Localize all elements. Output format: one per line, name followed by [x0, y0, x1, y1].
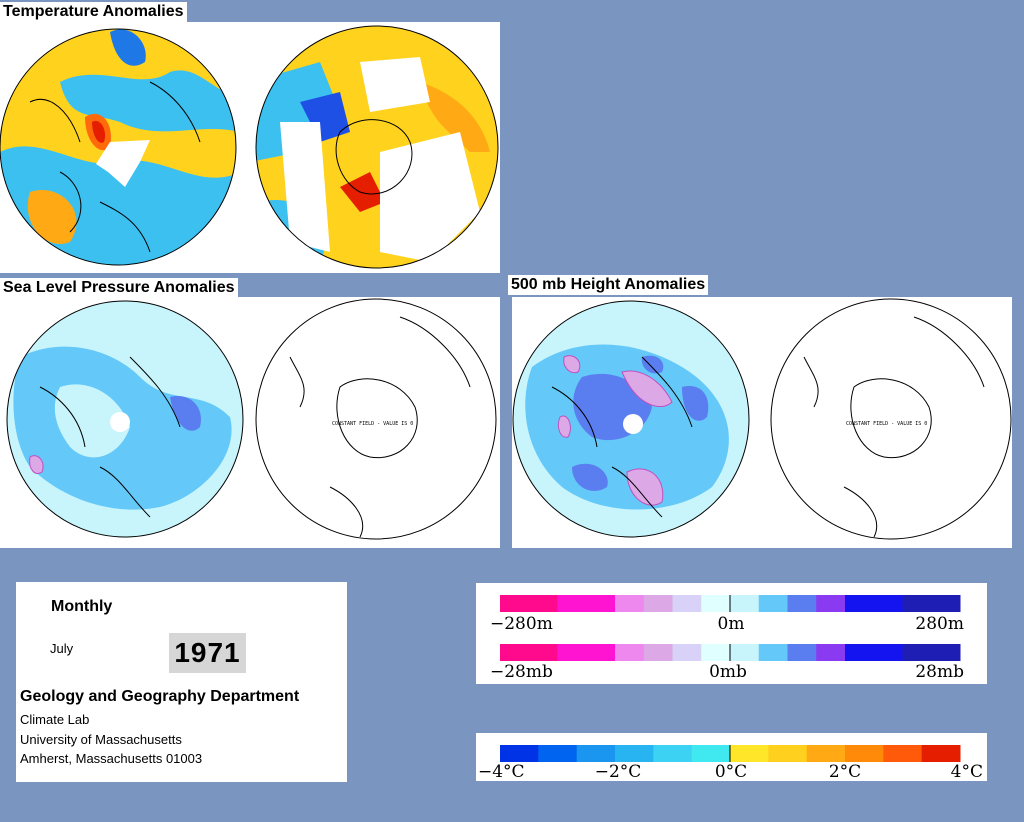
period-label: Monthly: [51, 598, 113, 615]
pressure-swatch: [758, 644, 788, 661]
pressure-swatch: [528, 644, 558, 661]
height-swatch: [845, 595, 875, 612]
temperature-label-2: 0°C: [715, 762, 747, 781]
height500-panel: CONSTANT FIELD - VALUE IS 0: [512, 297, 1012, 548]
height-swatch: [528, 595, 558, 612]
pressure-label-zero: 0mb: [709, 662, 747, 682]
temperature-panel: [0, 22, 500, 273]
pressure-swatch: [873, 644, 903, 661]
temperature-legend: −4°C −2°C 0°C 2°C 4°C: [476, 733, 987, 781]
slp-title: Sea Level Pressure Anomalies: [0, 278, 238, 298]
height-swatch: [672, 595, 702, 612]
slp-constant-field-label: CONSTANT FIELD - VALUE IS 0: [332, 421, 413, 427]
slp-map-south: CONSTANT FIELD - VALUE IS 0: [255, 298, 497, 540]
height-swatch: [557, 595, 587, 612]
temperature-colorbar: [500, 745, 961, 762]
height-label-max: 280m: [915, 614, 964, 634]
pressure-swatch: [730, 644, 760, 661]
month-label: July: [50, 641, 74, 656]
temperature-swatch: [845, 745, 884, 762]
temperature-swatch: [538, 745, 578, 762]
pressure-label-min: −28mb: [490, 662, 553, 682]
temperature-swatch: [730, 745, 769, 762]
temperature-label-1: −2°C: [595, 762, 642, 781]
temperature-swatch: [883, 745, 923, 762]
pressure-swatch: [787, 644, 817, 661]
height500-map-north: [513, 301, 749, 537]
temperature-swatch: [653, 745, 693, 762]
temperature-label-0: −4°C: [478, 762, 525, 781]
temperature-swatch: [768, 745, 808, 762]
address: Amherst, Massachusetts 01003: [20, 751, 203, 766]
height-pressure-legend: −280m 0m 280m −28mb 0mb 28mb: [476, 583, 987, 684]
pressure-swatch: [615, 644, 645, 661]
slp-panel: CONSTANT FIELD - VALUE IS 0: [0, 297, 500, 548]
height500-constant-field-label: CONSTANT FIELD - VALUE IS 0: [846, 421, 927, 427]
year-display: 1971: [169, 633, 246, 673]
height-swatch: [615, 595, 645, 612]
pressure-label-max: 28mb: [915, 662, 964, 682]
height-swatch: [816, 595, 846, 612]
temperature-title: Temperature Anomalies: [0, 2, 187, 22]
height-swatch: [902, 595, 932, 612]
temperature-swatch: [806, 745, 846, 762]
height-swatch: [931, 595, 961, 612]
pressure-swatch: [902, 644, 932, 661]
temperature-swatch: [576, 745, 616, 762]
height500-title: 500 mb Height Anomalies: [508, 275, 709, 295]
height-swatch: [500, 595, 530, 612]
height-swatch: [701, 595, 731, 612]
height-swatch: [586, 595, 616, 612]
pressure-swatch: [701, 644, 731, 661]
info-box: Monthly July 1971 Geology and Geography …: [16, 582, 347, 782]
height-swatch: [643, 595, 673, 612]
lab-name: Climate Lab: [20, 712, 90, 727]
department-name: Geology and Geography Department: [20, 688, 300, 705]
height-swatch: [758, 595, 788, 612]
height-colorbar: [500, 595, 961, 612]
temperature-swatch: [615, 745, 654, 762]
slp-map-north: [7, 301, 243, 537]
temperature-swatch: [500, 745, 539, 762]
pressure-swatch: [816, 644, 846, 661]
pressure-swatch: [672, 644, 702, 661]
height-swatch: [873, 595, 903, 612]
temperature-swatch: [921, 745, 961, 762]
pressure-colorbar: [500, 644, 961, 661]
temperature-swatch: [691, 745, 731, 762]
height500-map-south: CONSTANT FIELD - VALUE IS 0: [770, 298, 1012, 540]
pressure-swatch: [643, 644, 673, 661]
temperature-label-3: 2°C: [829, 762, 861, 781]
pressure-swatch: [557, 644, 587, 661]
temperature-label-4: 4°C: [951, 762, 983, 781]
height-label-zero: 0m: [718, 614, 745, 634]
height-label-min: −280m: [490, 614, 553, 634]
temperature-map-north: [0, 29, 236, 265]
pressure-swatch: [845, 644, 875, 661]
pressure-swatch: [586, 644, 616, 661]
temperature-map-south: [256, 26, 498, 268]
height-swatch: [730, 595, 760, 612]
pressure-swatch: [931, 644, 961, 661]
pressure-swatch: [500, 644, 530, 661]
university-name: University of Massachusetts: [20, 732, 182, 747]
height-swatch: [787, 595, 817, 612]
